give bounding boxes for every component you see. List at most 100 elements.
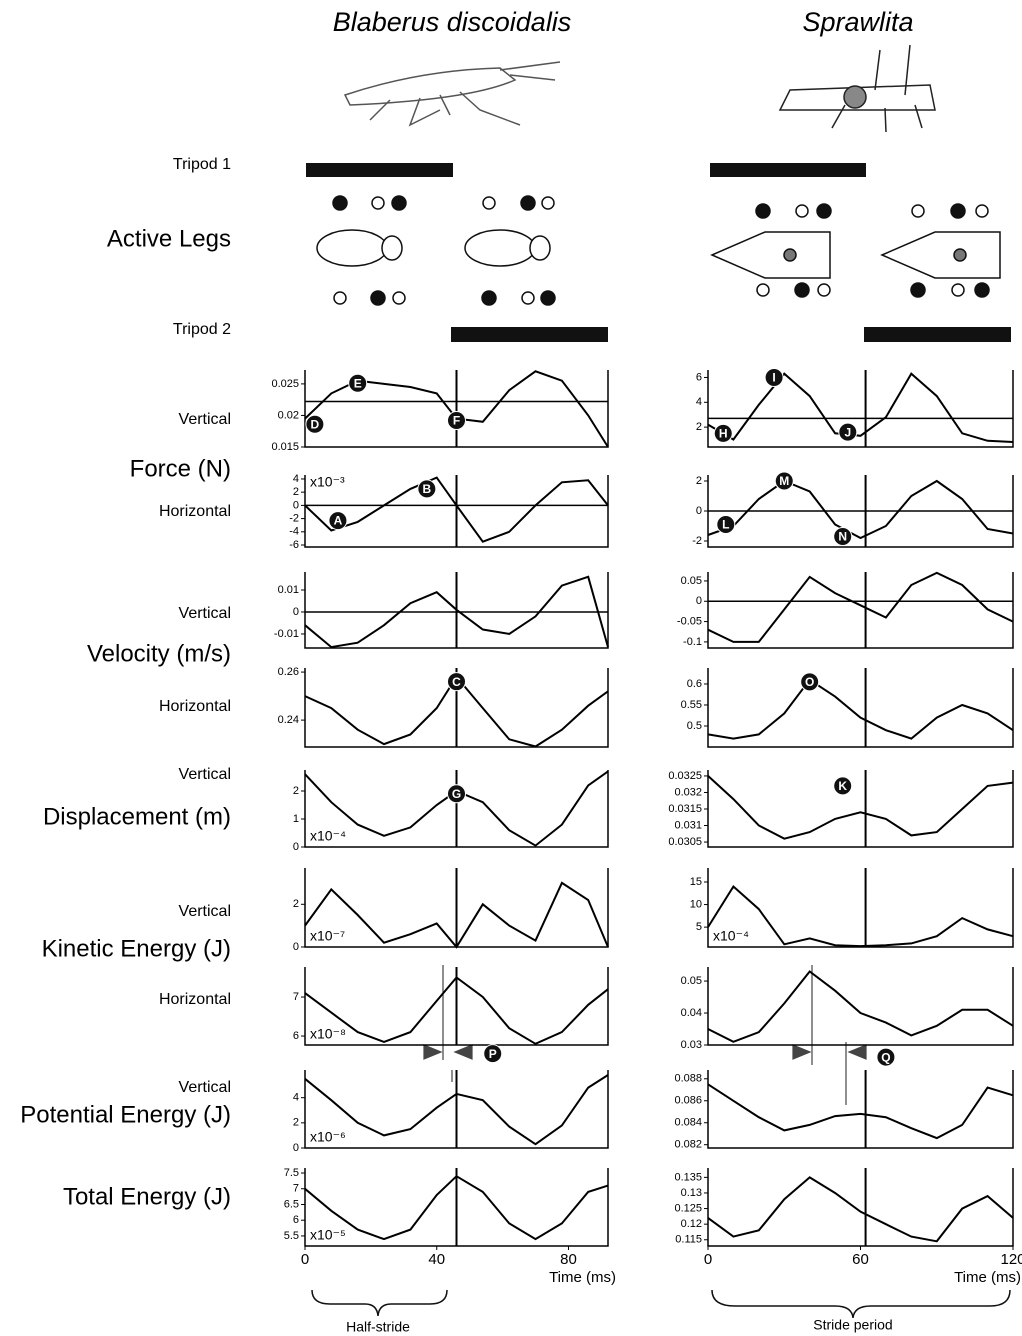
scale-label: x10⁻⁴: [713, 928, 749, 944]
bracket-label: Half-stride: [346, 1319, 410, 1335]
leg-diagram: [317, 196, 1000, 305]
y-tick-label: 0.015: [271, 441, 299, 453]
y-tick-label: 4: [696, 396, 702, 408]
y-tick-label: 2: [696, 475, 702, 487]
annotation-label: E: [354, 376, 362, 390]
y-tick-label: 0.025: [271, 378, 299, 390]
y-tick-label: 0.0325: [668, 770, 702, 782]
y-tick-label: 0.032: [674, 786, 702, 798]
y-tick-label: 0.086: [674, 1095, 702, 1107]
y-tick-label: 0.084: [674, 1117, 702, 1129]
data-line: [708, 680, 1013, 739]
axis-frame: [708, 1070, 1013, 1148]
y-tick-label: 2: [293, 1117, 299, 1129]
annotation-label: P: [489, 1047, 497, 1061]
data-line: [708, 776, 1013, 839]
y-tick-label: 0.5: [687, 720, 702, 732]
annotation-label: H: [719, 427, 728, 441]
y-tick-label: 0.05: [681, 575, 702, 587]
bracket-label: Stride period: [813, 1317, 892, 1333]
row-label: Tripod 2: [173, 321, 231, 338]
annotation-label: D: [311, 417, 320, 431]
x-axis-label: Time (ms): [954, 1269, 1021, 1286]
axis-frame: [708, 868, 1013, 947]
row-label: Horizontal: [159, 503, 231, 520]
x-tick-label: 0: [704, 1251, 712, 1268]
scale-label: x10⁻⁶: [310, 1129, 346, 1145]
row-label: Vertical: [179, 605, 231, 622]
y-tick-label: 5: [696, 921, 702, 933]
scale-label: x10⁻⁷: [310, 928, 345, 944]
axis-frame: [708, 572, 1013, 648]
annotation-label: C: [452, 675, 461, 689]
y-tick-label: 0: [696, 505, 702, 517]
y-tick-label: -2: [289, 513, 299, 525]
y-tick-label: 0.26: [278, 666, 299, 678]
data-line: [708, 374, 1013, 442]
annotation-label: Q: [881, 1050, 890, 1064]
y-tick-label: 0.05: [681, 975, 702, 987]
y-tick-label: 0.088: [674, 1073, 702, 1085]
y-tick-label: 0: [293, 941, 299, 953]
y-tick-label: 0.125: [674, 1202, 702, 1214]
row-label: Total Energy (J): [63, 1183, 231, 1210]
row-label: Displacement (m): [43, 803, 231, 830]
column-title: Blaberus discoidalis: [333, 7, 572, 37]
data-line: [708, 573, 1013, 642]
data-line: [708, 887, 1013, 947]
y-tick-label: 0: [293, 499, 299, 511]
y-tick-label: 0.082: [674, 1139, 702, 1151]
y-tick-label: 15: [690, 876, 702, 888]
annotation-label: K: [838, 779, 847, 793]
y-tick-label: 0: [293, 606, 299, 618]
row-label: Tripod 1: [173, 156, 231, 173]
y-tick-label: 0.12: [681, 1218, 702, 1230]
y-tick-label: 0.03: [681, 1039, 702, 1051]
x-tick-label: 80: [560, 1251, 577, 1268]
y-tick-label: 6: [293, 1030, 299, 1042]
row-label: Velocity (m/s): [87, 640, 231, 667]
y-tick-label: 0.0305: [668, 836, 702, 848]
x-tick-label: 120: [1000, 1251, 1022, 1268]
annotation-label: F: [453, 414, 460, 428]
y-tick-label: -0.01: [274, 628, 299, 640]
y-tick-label: 0.02: [278, 409, 299, 421]
row-label: Horizontal: [159, 991, 231, 1008]
y-tick-label: 0.031: [674, 819, 702, 831]
y-tick-label: 0.135: [674, 1171, 702, 1183]
column-title: Sprawlita: [802, 7, 913, 37]
data-line: [708, 1177, 1013, 1241]
y-tick-label: -2: [692, 535, 702, 547]
row-label: Active Legs: [107, 225, 231, 252]
y-tick-label: 0.55: [681, 699, 702, 711]
y-tick-label: 6: [293, 1214, 299, 1226]
row-label: Horizontal: [159, 698, 231, 715]
robot-sketch: [780, 45, 935, 132]
phase-markers: [424, 965, 866, 1105]
y-tick-label: -6: [289, 539, 299, 551]
row-label: Vertical: [179, 1079, 231, 1096]
y-tick-label: 0.6: [687, 678, 702, 690]
y-tick-label: 0.0315: [668, 803, 702, 815]
row-label: Vertical: [179, 766, 231, 783]
x-tick-label: 60: [852, 1251, 869, 1268]
annotation-label: L: [722, 518, 729, 532]
figure: Blaberus discoidalis Sprawlita Half-stri…: [0, 0, 1022, 1336]
row-label: Force (N): [130, 455, 231, 482]
axis-frame: [708, 770, 1013, 847]
row-label: Kinetic Energy (J): [42, 935, 231, 962]
y-tick-label: 7.5: [284, 1167, 299, 1179]
y-tick-label: 0: [293, 1142, 299, 1154]
scale-label: x10⁻⁴: [310, 828, 346, 844]
y-tick-label: 4: [293, 473, 299, 485]
y-tick-label: 0.04: [681, 1007, 702, 1019]
y-tick-label: 4: [293, 1092, 299, 1104]
y-tick-label: 2: [696, 421, 702, 433]
y-tick-label: 0.24: [278, 714, 299, 726]
y-tick-label: 2: [293, 486, 299, 498]
x-tick-label: 0: [301, 1251, 309, 1268]
annotation-label: G: [452, 787, 461, 801]
y-tick-label: 2: [293, 785, 299, 797]
y-tick-label: 7: [293, 1183, 299, 1195]
y-tick-label: 2: [293, 898, 299, 910]
